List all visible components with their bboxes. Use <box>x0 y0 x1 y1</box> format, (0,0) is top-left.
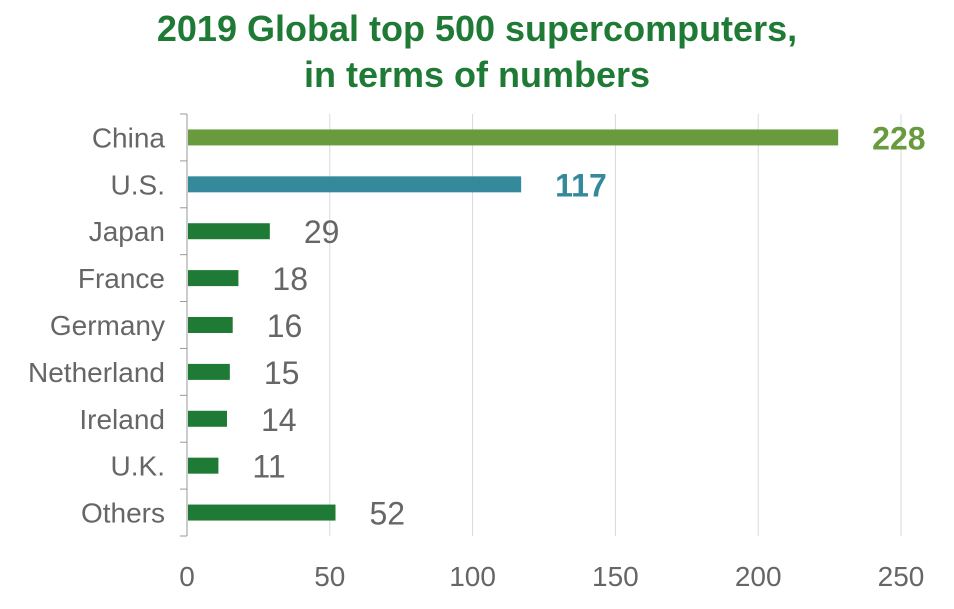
bar-germany <box>188 317 233 333</box>
category-label: Japan <box>89 216 165 247</box>
data-labels: 228 117 29 18 16 15 14 11 52 <box>252 120 925 531</box>
x-tick-label: 100 <box>449 561 496 592</box>
bar-france <box>188 270 239 287</box>
y-axis <box>180 113 188 537</box>
bar-u-s <box>188 176 522 193</box>
data-label: 11 <box>252 449 285 485</box>
category-labels: China U.S. Japan France Germany Netherland Ire… <box>28 122 165 528</box>
category-label: France <box>78 263 165 294</box>
bar-others <box>188 504 336 521</box>
category-label: U.K. <box>111 451 165 482</box>
category-label: U.S. <box>111 169 165 200</box>
bar-netherland <box>188 363 230 380</box>
x-tick-label: 50 <box>314 561 345 592</box>
bar-u-k <box>188 457 219 474</box>
x-tick-labels: 0 50 100 150 200 250 <box>179 561 924 592</box>
x-tick-label: 0 <box>179 561 195 592</box>
chart-title: 2019 Global top 500 supercomputers, in t… <box>0 6 954 98</box>
chart-title-line-1: 2019 Global top 500 supercomputers, <box>156 8 798 49</box>
category-label: Ireland <box>79 404 165 435</box>
data-label: 14 <box>261 402 297 438</box>
data-label: 29 <box>304 214 340 250</box>
data-label: 18 <box>272 261 308 297</box>
data-label: 16 <box>267 308 303 344</box>
data-label: 228 <box>872 120 925 156</box>
bar-china <box>188 129 839 146</box>
x-tick-label: 250 <box>878 561 925 592</box>
x-tick-label: 200 <box>735 561 782 592</box>
data-label: 117 <box>555 167 607 203</box>
category-label: Others <box>81 498 165 529</box>
bars <box>188 129 839 521</box>
category-label: China <box>92 122 166 153</box>
data-label: 15 <box>264 355 300 391</box>
chart-title-line-2: in terms of numbers <box>303 54 651 95</box>
category-label: Netherland <box>28 357 165 388</box>
x-tick-label: 150 <box>592 561 639 592</box>
data-label: 52 <box>370 496 406 532</box>
category-label: Germany <box>50 310 165 341</box>
bar-ireland <box>188 410 227 427</box>
bar-japan <box>188 223 270 240</box>
